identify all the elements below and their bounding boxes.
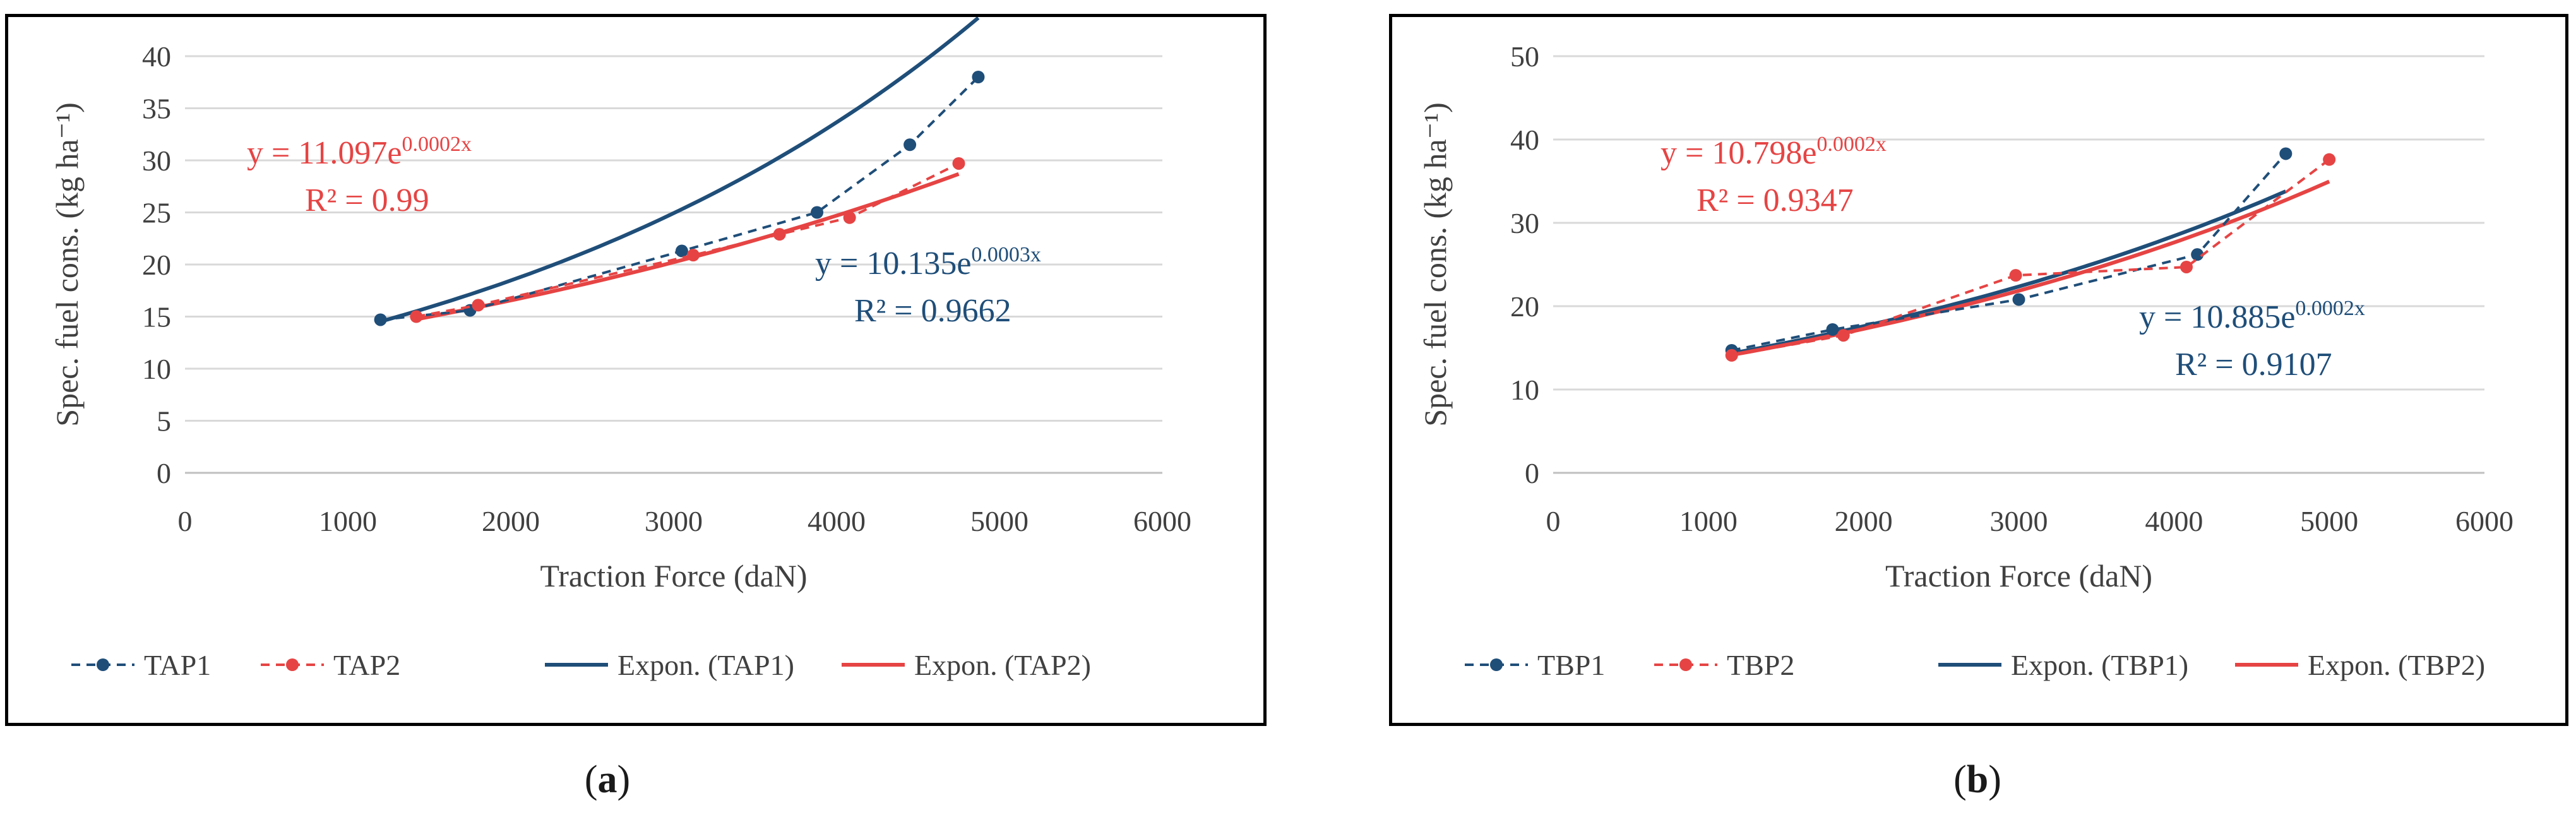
data-point-tbp1	[2012, 293, 2025, 306]
trend-equation: y = 10.798e0.0002x	[1661, 133, 1887, 171]
trend-equation: y = 10.885e0.0002x	[2139, 297, 2365, 335]
x-tick-label: 4000	[2145, 505, 2203, 537]
legend-label: Expon. (TBP1)	[2011, 649, 2188, 681]
chart-a-svg: 0 5 10 15 20 25 30 35 40 0 1000 2000 3000 4000 5000 600…	[49, 17, 1191, 681]
trend-equation: y = 11.097e0.0002x	[247, 133, 472, 171]
legend-label: Expon. (TBP2)	[2308, 649, 2485, 681]
series-line-tap2	[416, 162, 960, 318]
y-axis-title: Spec. fuel cons. (kg ha⁻¹)	[49, 102, 85, 426]
data-point-tbp2	[1837, 329, 1850, 342]
legend-label: TBP1	[1537, 649, 1605, 681]
chart-panel-a: 0 5 10 15 20 25 30 35 40 0 1000 2000 3000 4000 5000 600…	[5, 14, 1267, 726]
y-tick-label: 10	[142, 353, 171, 385]
series-line-tap1	[380, 76, 979, 321]
data-point-tap1	[811, 206, 824, 219]
data-point-tap2	[952, 157, 965, 170]
caption-a: (a)	[584, 758, 631, 801]
data-point-tbp1	[1826, 323, 1839, 336]
legend-label: Expon. (TAP2)	[914, 649, 1091, 681]
y-tick-label: 30	[142, 145, 171, 177]
y-tick-label: 25	[142, 197, 171, 229]
x-tick-label: 6000	[1133, 505, 1191, 537]
x-tick-label: 6000	[2455, 505, 2513, 537]
y-tick-label: 0	[157, 457, 171, 489]
x-tick-label: 2000	[482, 505, 540, 537]
caption-b: (b)	[1953, 758, 2001, 801]
data-point-tap2	[410, 310, 423, 323]
y-tick-label: 40	[1510, 124, 1539, 156]
x-tick-label: 1000	[1679, 505, 1738, 537]
x-tick-label: 5000	[970, 505, 1029, 537]
r-squared-label: R² = 0.99	[305, 182, 429, 218]
data-point-tbp1	[2279, 147, 2293, 160]
data-point-tbp2	[2323, 153, 2336, 166]
legend-label: Expon. (TAP1)	[617, 649, 794, 681]
x-tick-label: 5000	[2300, 505, 2358, 537]
trend-equation: y = 10.135e0.0003x	[815, 243, 1041, 282]
data-point-tbp2	[1725, 348, 1738, 362]
data-point-tap1	[972, 71, 985, 83]
y-tick-label: 20	[142, 249, 171, 281]
x-tick-label: 3000	[645, 505, 703, 537]
y-tick-label: 5	[157, 405, 171, 437]
x-tick-label: 4000	[808, 505, 866, 537]
legend-marker	[286, 658, 299, 671]
y-tick-label: 30	[1510, 207, 1539, 239]
data-point-tap2	[773, 228, 786, 241]
legend-label: TAP2	[333, 649, 400, 681]
data-point-tbp2	[2180, 260, 2193, 273]
data-point-tap1	[374, 313, 387, 326]
data-point-tap1	[903, 138, 917, 152]
y-tick-label: 20	[1510, 290, 1539, 323]
x-axis-title: Traction Force (daN)	[1885, 558, 2152, 593]
trendline-expon-tbp1-	[1731, 189, 2287, 355]
data-point-tap2	[472, 299, 485, 312]
y-tick-label: 40	[142, 40, 171, 73]
data-point-tap2	[686, 249, 700, 262]
x-tick-label: 3000	[1990, 505, 2048, 537]
y-axis-title: Spec. fuel cons. (kg ha⁻¹)	[1417, 102, 1453, 426]
trendline-expon-tbp2-	[1731, 179, 2330, 357]
legend-label: TAP1	[144, 649, 211, 681]
y-tick-label: 50	[1510, 40, 1539, 73]
data-point-tap1	[675, 244, 688, 258]
x-tick-label: 1000	[319, 505, 377, 537]
y-tick-label: 10	[1510, 374, 1539, 406]
x-tick-label: 2000	[1835, 505, 1893, 537]
r-squared-label: R² = 0.9662	[854, 293, 1011, 329]
trendline-expon-tap1-	[379, 17, 980, 324]
chart-panel-b: 0 10 20 30 40 50 0 1000 2000 3000 4000 5000 6000 Trac…	[1389, 14, 2568, 726]
y-tick-label: 15	[142, 301, 171, 333]
legend-marker	[1679, 658, 1692, 671]
legend-marker	[1490, 658, 1503, 671]
chart-b-svg: 0 10 20 30 40 50 0 1000 2000 3000 4000 5000 6000 Trac…	[1417, 40, 2513, 681]
legend-marker	[97, 658, 109, 671]
legend-label: TBP2	[1727, 649, 1794, 681]
data-point-tbp1	[2191, 248, 2204, 261]
data-point-tap2	[843, 211, 856, 224]
r-squared-label: R² = 0.9347	[1696, 182, 1854, 218]
r-squared-label: R² = 0.9107	[2175, 347, 2332, 383]
x-tick-label: 0	[178, 505, 193, 537]
data-point-tbp2	[2009, 269, 2022, 282]
y-tick-label: 35	[142, 93, 171, 125]
x-axis-title: Traction Force (daN)	[540, 558, 807, 593]
y-tick-label: 0	[1525, 457, 1539, 489]
x-tick-label: 0	[1546, 505, 1561, 537]
